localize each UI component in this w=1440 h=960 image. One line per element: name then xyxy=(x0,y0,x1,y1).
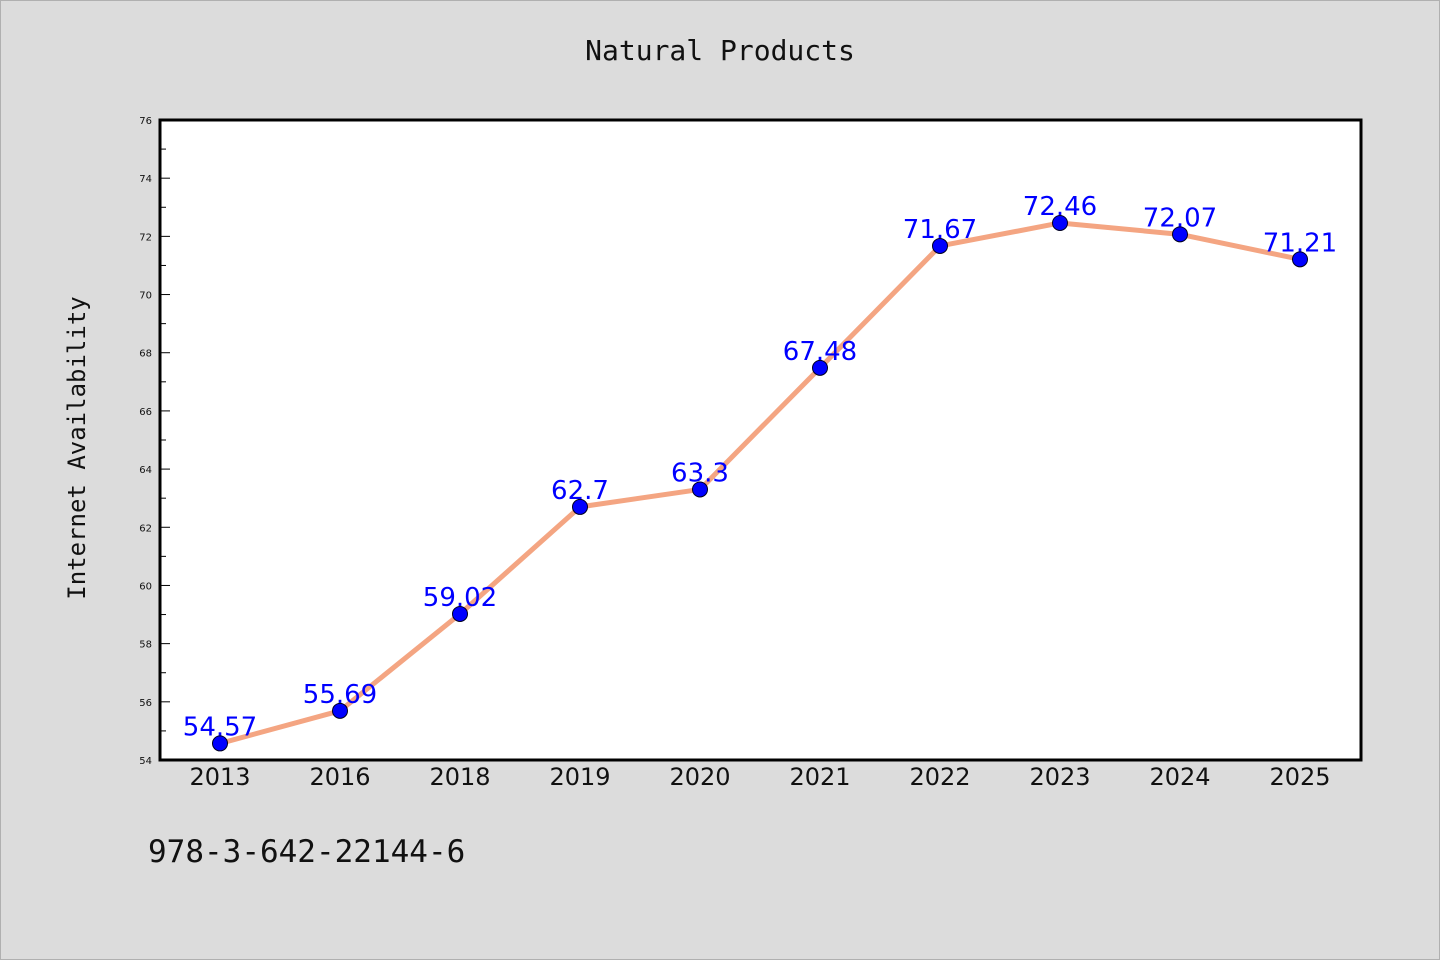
data-label: 72.46 xyxy=(1023,192,1097,222)
data-point xyxy=(452,605,468,622)
series-group xyxy=(212,214,1308,752)
y-tick-label: 74 xyxy=(139,174,152,185)
chart-title: Natural Products xyxy=(585,34,855,67)
y-tick-label: 68 xyxy=(139,349,152,360)
x-tick-label: 2016 xyxy=(309,763,370,791)
x-tick-label: 2021 xyxy=(789,763,850,791)
x-axis: 2013 2016 2018 2019 2020 2021 2022 2023 2024 2025 xyxy=(189,763,1330,791)
series-line xyxy=(217,220,1303,746)
data-label: 67.48 xyxy=(783,337,857,367)
data-point xyxy=(812,359,828,376)
data-label: 59.02 xyxy=(423,583,497,613)
x-tick-label: 2022 xyxy=(909,763,970,791)
data-label: 62.7 xyxy=(551,476,609,506)
data-label: 71.21 xyxy=(1263,228,1337,258)
y-tick-label: 54 xyxy=(139,756,152,767)
data-point xyxy=(212,735,228,752)
footer-code: 978-3-642-22144-6 xyxy=(148,834,466,870)
data-label: 63.3 xyxy=(671,458,729,488)
y-tick-label: 70 xyxy=(139,291,152,302)
y-tick-label: 60 xyxy=(139,581,152,592)
data-label: 55.69 xyxy=(303,680,377,710)
data-point xyxy=(572,498,588,515)
data-labels: 54.57 55.69 59.02 62.7 63.3 67.48 71.67 72.46 72… xyxy=(183,192,1337,742)
x-tick-label: 2019 xyxy=(549,763,610,791)
x-tick-label: 2024 xyxy=(1149,763,1210,791)
y-tick-label: 62 xyxy=(139,523,152,534)
x-tick-label: 2023 xyxy=(1029,763,1090,791)
y-axis: 54 56 58 60 62 64 66 68 70 72 74 76 xyxy=(139,116,170,767)
data-label: 71.67 xyxy=(903,215,977,245)
data-label: 72.07 xyxy=(1143,203,1217,233)
y-tick-label: 76 xyxy=(139,116,152,127)
y-tick-label: 58 xyxy=(139,640,152,651)
x-tick-label: 2020 xyxy=(669,763,730,791)
data-label: 54.57 xyxy=(183,712,257,742)
data-point xyxy=(1172,226,1188,243)
y-tick-label: 56 xyxy=(139,698,152,709)
y-tick-label: 66 xyxy=(139,407,152,418)
data-point xyxy=(1052,214,1068,231)
data-point xyxy=(932,237,948,254)
data-point xyxy=(692,481,708,498)
plot-area xyxy=(158,118,1363,762)
data-point xyxy=(332,702,348,719)
x-tick-label: 2018 xyxy=(429,763,490,791)
x-tick-label: 2013 xyxy=(189,763,250,791)
y-tick-label: 72 xyxy=(139,232,152,243)
data-point xyxy=(1292,251,1308,268)
y-tick-label: 64 xyxy=(139,465,152,476)
x-tick-label: 2025 xyxy=(1269,763,1330,791)
